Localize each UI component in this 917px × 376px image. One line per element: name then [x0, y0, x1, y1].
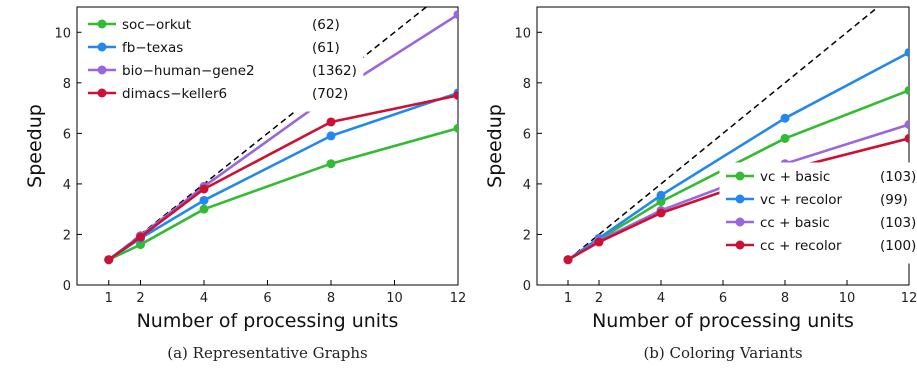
x-tick-label: 4 [657, 291, 665, 306]
subfigure-caption: (a) Representative Graphs [167, 344, 367, 362]
x-axis-label: Number of processing units [137, 310, 399, 332]
y-tick-label: 10 [54, 26, 71, 41]
data-point [594, 237, 604, 247]
data-point [656, 197, 666, 207]
x-tick-label: 8 [327, 291, 335, 306]
legend-label: fb−texas [122, 40, 183, 56]
y-tick-label: 10 [514, 26, 531, 41]
legend-label: vc + basic [760, 169, 830, 185]
legend-label: soc−orkut [122, 17, 191, 33]
data-point [136, 240, 145, 250]
data-point [136, 232, 145, 242]
data-point [780, 133, 790, 143]
x-tick-label: 10 [839, 291, 856, 306]
legend-label: bio−human−gene2 [122, 63, 255, 79]
x-tick-label: 4 [200, 291, 208, 306]
data-point [453, 123, 458, 133]
legend-label: vc + recolor [760, 192, 843, 208]
data-point [199, 184, 209, 194]
subfigure-caption: (b) Coloring Variants [643, 344, 802, 362]
y-axis-label: Speedup [484, 104, 506, 188]
legend-marker [735, 240, 745, 250]
legend-box [719, 162, 917, 264]
ideal-speedup-line [567, 7, 880, 261]
legend: vc + basic (103) vc + recolor (99) cc + basi… [719, 162, 917, 264]
data-point [199, 204, 209, 214]
data-point [326, 131, 336, 141]
legend-count: (62) [312, 17, 340, 33]
y-tick-label: 0 [63, 279, 71, 294]
data-point [453, 90, 458, 100]
data-point [904, 47, 909, 57]
x-axis-label: Number of processing units [592, 310, 854, 332]
legend-marker [735, 217, 745, 227]
y-tick-label: 4 [523, 178, 531, 193]
legend-count: (103) [880, 215, 916, 231]
series-line [108, 91, 458, 261]
data-point [780, 113, 790, 123]
data-point [904, 120, 909, 130]
x-tick-label: 6 [719, 291, 727, 306]
data-point [563, 255, 573, 265]
data-point [904, 133, 909, 143]
x-tick-label: 6 [263, 291, 271, 306]
legend-marker [97, 42, 107, 52]
data-point [656, 208, 666, 218]
legend-marker [735, 171, 745, 181]
y-axis-label: Speedup [24, 104, 46, 188]
ideal-speedup-line [108, 7, 428, 261]
data-point [453, 10, 458, 20]
x-tick-label: 1 [564, 291, 572, 306]
legend: soc−orkut (62) fb−texas (61) bio−human−gene2… [81, 10, 364, 112]
x-tick-label: 12 [901, 291, 917, 306]
x-tick-label: 10 [386, 291, 403, 306]
legend-label: cc + basic [760, 215, 830, 231]
x-tick-label: 8 [781, 291, 789, 306]
data-point [326, 117, 336, 127]
y-tick-label: 8 [523, 77, 531, 92]
x-tick-label: 1 [105, 291, 113, 306]
legend-marker [735, 194, 745, 204]
data-point [904, 85, 909, 95]
legend-count: (61) [312, 40, 340, 56]
x-tick-label: 2 [595, 291, 603, 306]
data-point [326, 159, 336, 169]
data-layer [104, 7, 458, 265]
legend-marker [97, 65, 107, 75]
legend-label: cc + recolor [760, 238, 842, 254]
legend-count: (1362) [312, 63, 357, 79]
y-tick-label: 2 [63, 228, 71, 243]
x-tick-label: 12 [450, 291, 467, 306]
legend-count: (99) [880, 192, 908, 208]
data-point [199, 195, 209, 205]
data-layer [563, 7, 909, 265]
y-tick-label: 6 [523, 127, 531, 142]
y-tick-label: 0 [523, 279, 531, 294]
legend-marker [97, 88, 107, 98]
legend-marker [97, 19, 107, 29]
legend-count: (702) [312, 86, 348, 102]
y-tick-label: 4 [63, 178, 71, 193]
data-point [656, 190, 666, 200]
legend-count: (103) [880, 169, 916, 185]
x-tick-label: 2 [136, 291, 144, 306]
y-tick-label: 2 [523, 228, 531, 243]
data-point [104, 255, 114, 265]
y-tick-label: 8 [63, 77, 71, 92]
y-tick-label: 6 [63, 127, 71, 142]
legend-count: (100) [880, 238, 916, 254]
legend-label: dimacs−keller6 [122, 86, 227, 102]
legend-box [81, 10, 364, 112]
